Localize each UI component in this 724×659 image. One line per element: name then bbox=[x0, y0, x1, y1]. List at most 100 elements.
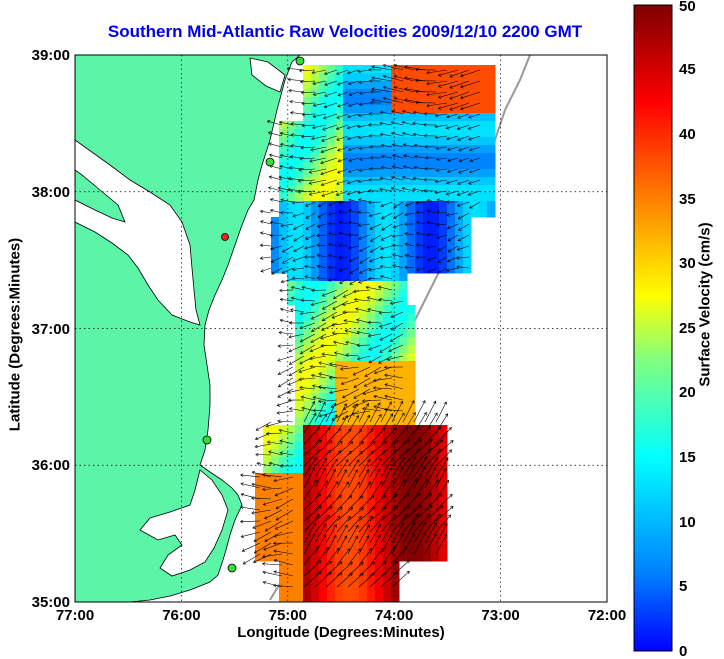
velocity-arrow bbox=[311, 311, 327, 320]
velocity-arrow bbox=[391, 176, 404, 181]
velocity-arrow bbox=[413, 133, 426, 137]
velocity-arrow bbox=[359, 146, 371, 149]
velocity-arrow bbox=[358, 80, 371, 83]
velocity-cell bbox=[439, 553, 448, 562]
velocity-cell bbox=[375, 537, 384, 546]
velocity-cell bbox=[359, 81, 368, 90]
colorbar-tick-label: 10 bbox=[679, 514, 696, 531]
velocity-arrow bbox=[339, 267, 349, 271]
velocity-cell bbox=[391, 297, 400, 306]
velocity-cell bbox=[351, 585, 360, 594]
velocity-arrowhead bbox=[433, 532, 437, 537]
velocity-cell bbox=[351, 473, 360, 482]
velocity-cell bbox=[359, 273, 368, 282]
velocity-cell bbox=[327, 265, 336, 274]
velocity-arrow bbox=[347, 469, 358, 489]
velocity-arrowhead bbox=[309, 364, 314, 369]
velocity-cell bbox=[439, 185, 448, 194]
velocity-cell bbox=[295, 257, 304, 266]
x-tick-label: 76:00 bbox=[162, 607, 200, 624]
velocity-arrowhead bbox=[273, 583, 277, 588]
velocity-cell bbox=[295, 289, 304, 298]
velocity-arrow bbox=[303, 479, 318, 500]
velocity-cell bbox=[431, 113, 440, 122]
velocity-cell bbox=[295, 489, 304, 498]
velocity-arrow bbox=[404, 266, 415, 269]
velocity-cell bbox=[431, 425, 440, 434]
velocity-arrowhead bbox=[382, 96, 387, 101]
velocity-arrowhead bbox=[446, 136, 450, 141]
velocity-arrow bbox=[347, 403, 358, 423]
velocity-cell bbox=[335, 73, 344, 82]
velocity-cell bbox=[375, 305, 384, 314]
velocity-arrowhead bbox=[279, 439, 283, 443]
velocity-arrow bbox=[273, 571, 294, 577]
velocity-cell bbox=[471, 137, 480, 146]
velocity-cell bbox=[439, 249, 448, 258]
velocity-cell bbox=[311, 321, 320, 330]
velocity-cell bbox=[423, 81, 432, 90]
velocity-arrowhead bbox=[297, 189, 301, 194]
velocity-arrow bbox=[332, 300, 349, 310]
velocity-arrowhead bbox=[259, 256, 264, 260]
velocity-cell bbox=[351, 289, 360, 298]
velocity-cell bbox=[343, 265, 352, 274]
velocity-cell bbox=[391, 329, 400, 338]
velocity-arrowhead bbox=[424, 478, 428, 483]
velocity-cell bbox=[343, 233, 352, 242]
velocity-arrow bbox=[314, 458, 328, 478]
velocity-cell bbox=[303, 241, 312, 250]
velocity-arrow bbox=[347, 69, 360, 74]
velocity-cell bbox=[351, 153, 360, 162]
velocity-arrowhead bbox=[405, 493, 410, 497]
velocity-arrowhead bbox=[447, 238, 451, 242]
velocity-cell bbox=[335, 129, 344, 138]
velocity-arrow bbox=[266, 421, 283, 427]
velocity-cell bbox=[415, 113, 424, 122]
velocity-arrow bbox=[312, 124, 327, 129]
velocity-arrow bbox=[359, 157, 371, 160]
velocity-arrow bbox=[313, 410, 327, 412]
velocity-cell bbox=[367, 473, 376, 482]
velocity-cell bbox=[399, 73, 408, 82]
velocity-cell bbox=[383, 377, 392, 386]
velocity-arrow bbox=[251, 497, 272, 500]
velocity-cell bbox=[383, 449, 392, 458]
velocity-arrow bbox=[391, 448, 409, 467]
velocity-arrowhead bbox=[274, 493, 279, 497]
velocity-arrowhead bbox=[388, 533, 392, 538]
velocity-cell bbox=[263, 433, 272, 442]
velocity-cell bbox=[319, 97, 328, 106]
velocity-cell bbox=[311, 353, 320, 362]
velocity-arrow bbox=[379, 344, 393, 353]
velocity-cell bbox=[399, 481, 408, 490]
velocity-arrowhead bbox=[299, 339, 304, 343]
velocity-cell bbox=[351, 505, 360, 514]
velocity-cell bbox=[327, 89, 336, 98]
velocity-cell bbox=[327, 417, 336, 426]
velocity-arrow bbox=[426, 80, 448, 85]
velocity-arrowhead bbox=[349, 270, 353, 274]
velocity-cell bbox=[319, 449, 328, 458]
velocity-arrowhead bbox=[360, 562, 364, 566]
velocity-arrowhead bbox=[357, 179, 362, 184]
velocity-cell bbox=[439, 121, 448, 130]
velocity-arrow bbox=[276, 410, 294, 414]
velocity-cell bbox=[295, 217, 304, 226]
velocity-cell bbox=[463, 137, 472, 146]
velocity-arrowhead bbox=[423, 189, 427, 193]
velocity-arrowhead bbox=[460, 73, 464, 78]
velocity-cell bbox=[351, 377, 360, 386]
velocity-arrow bbox=[391, 546, 407, 566]
velocity-arrow bbox=[359, 256, 371, 264]
velocity-arrow bbox=[278, 377, 294, 388]
velocity-cell bbox=[351, 577, 360, 586]
velocity-cell bbox=[415, 505, 424, 514]
velocity-cell bbox=[335, 345, 344, 354]
velocity-cell bbox=[415, 193, 424, 202]
velocity-cell bbox=[335, 185, 344, 194]
velocity-cell bbox=[335, 465, 344, 474]
velocity-cell bbox=[391, 265, 400, 274]
velocity-cell bbox=[327, 145, 336, 154]
velocity-arrow bbox=[325, 458, 338, 478]
